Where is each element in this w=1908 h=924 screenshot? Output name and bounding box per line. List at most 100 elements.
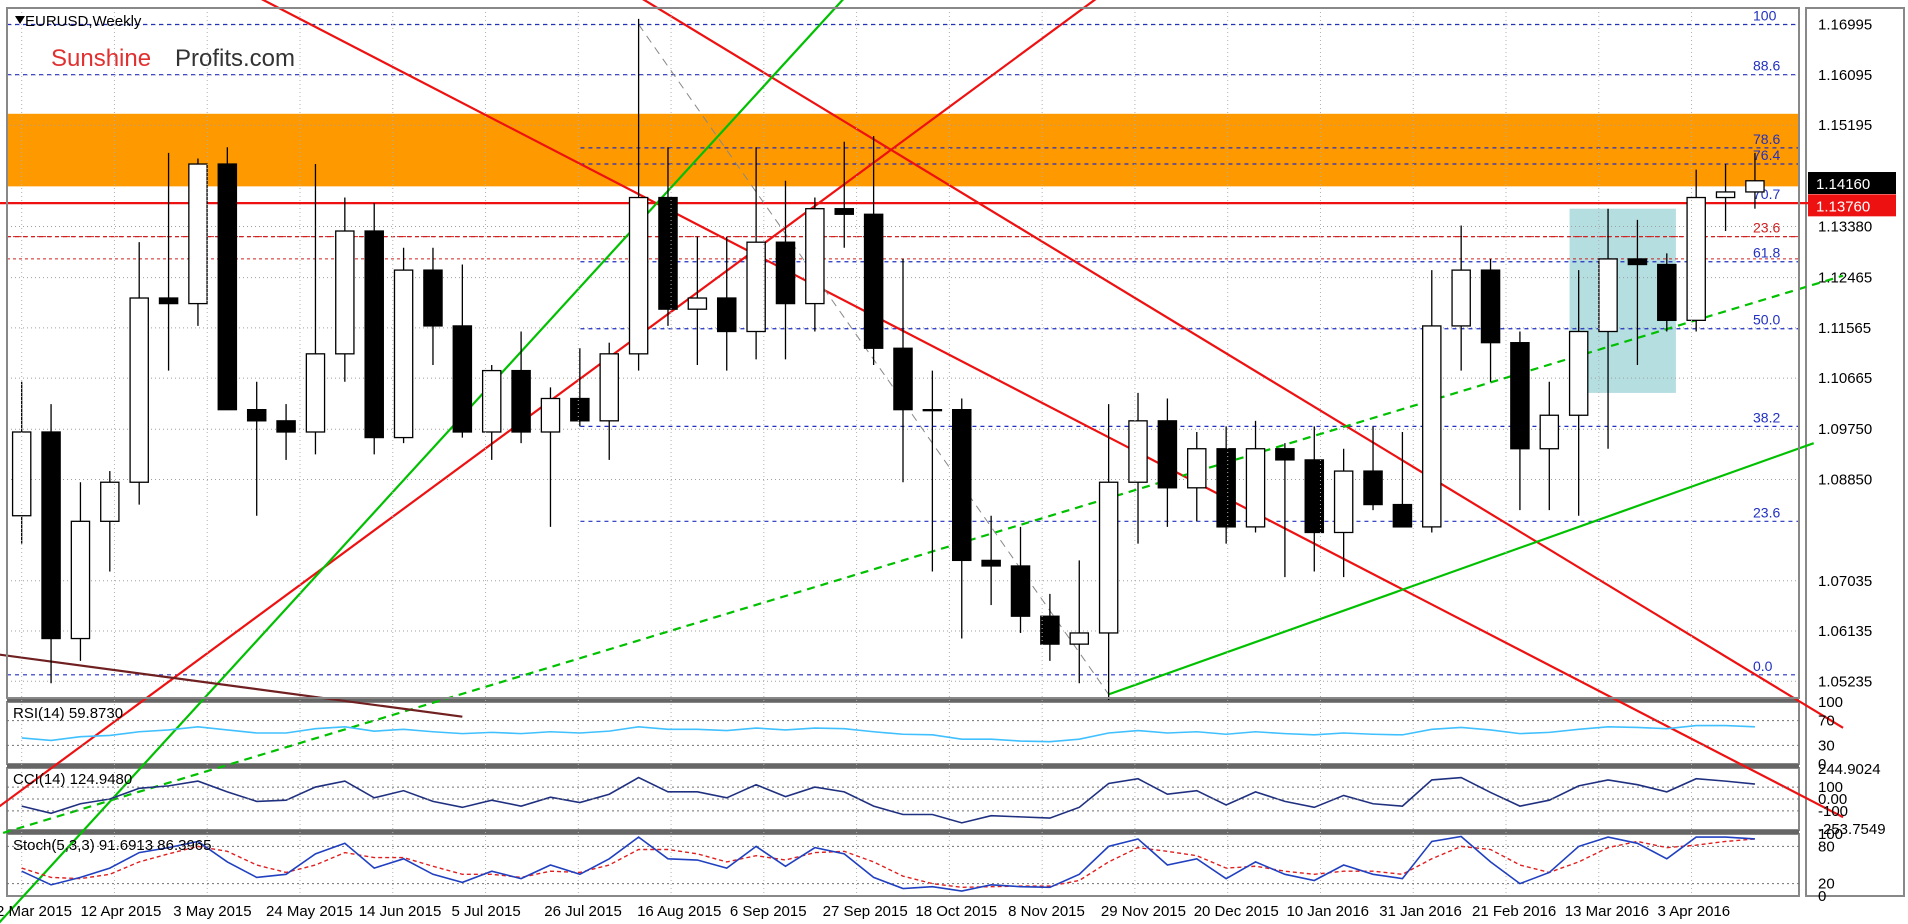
x-tick: 18 Oct 2015 bbox=[915, 903, 997, 920]
candle[interactable] bbox=[835, 209, 853, 215]
candle[interactable] bbox=[541, 398, 559, 431]
candle[interactable] bbox=[1158, 421, 1176, 488]
candle[interactable] bbox=[1687, 198, 1705, 321]
candle[interactable] bbox=[394, 270, 412, 437]
y-tick: 1.16995 bbox=[1818, 17, 1872, 34]
resistance-zone bbox=[7, 114, 1799, 187]
candle[interactable] bbox=[1628, 259, 1646, 265]
watermark-profits: Profits.com bbox=[175, 45, 295, 72]
x-tick: 3 May 2015 bbox=[173, 903, 251, 920]
candle[interactable] bbox=[1423, 326, 1441, 527]
candle[interactable] bbox=[336, 231, 354, 354]
candle[interactable] bbox=[1217, 449, 1235, 527]
fib-label: 100 bbox=[1753, 7, 1777, 23]
candle[interactable] bbox=[1129, 421, 1147, 482]
y-tick: 1.05235 bbox=[1818, 673, 1872, 690]
y-tick: 1.10665 bbox=[1818, 370, 1872, 387]
candle[interactable] bbox=[865, 214, 883, 348]
x-tick: 8 Nov 2015 bbox=[1008, 903, 1085, 920]
candle[interactable] bbox=[277, 421, 295, 432]
fib-label: 38.2 bbox=[1753, 409, 1780, 425]
candle[interactable] bbox=[718, 298, 736, 331]
candle[interactable] bbox=[365, 231, 383, 438]
x-tick: 6 Sep 2015 bbox=[730, 903, 807, 920]
candle[interactable] bbox=[453, 326, 471, 432]
candle[interactable] bbox=[1511, 343, 1529, 449]
cci-label: CCI(14) 124.9480 bbox=[13, 771, 132, 788]
x-tick: 16 Aug 2015 bbox=[637, 903, 721, 920]
candle[interactable] bbox=[101, 482, 119, 521]
candle[interactable] bbox=[1364, 471, 1382, 504]
cci-level: -100 bbox=[1818, 803, 1848, 820]
candle[interactable] bbox=[1246, 449, 1264, 527]
candle[interactable] bbox=[1335, 471, 1353, 532]
rsi-label: RSI(14) 59.8730 bbox=[13, 705, 123, 722]
candle[interactable] bbox=[159, 298, 177, 304]
x-tick: 27 Sep 2015 bbox=[823, 903, 908, 920]
watermark-sunshine: Sunshine bbox=[51, 45, 151, 72]
rsi-level: 100 bbox=[1818, 694, 1843, 711]
candle[interactable] bbox=[130, 298, 148, 482]
y-tick: 1.12465 bbox=[1818, 270, 1872, 287]
candle[interactable] bbox=[688, 298, 706, 309]
candle[interactable] bbox=[1570, 332, 1588, 416]
candle[interactable] bbox=[776, 242, 794, 303]
candle[interactable] bbox=[483, 371, 501, 432]
x-tick: 3 Apr 2016 bbox=[1658, 903, 1731, 920]
x-tick: 26 Jul 2015 bbox=[544, 903, 622, 920]
red-price-label: 1.13760 bbox=[1816, 198, 1870, 215]
candle[interactable] bbox=[1070, 633, 1088, 644]
candle[interactable] bbox=[1716, 192, 1734, 198]
current-price: 1.14160 bbox=[1816, 176, 1870, 193]
candle[interactable] bbox=[629, 198, 647, 354]
candle[interactable] bbox=[571, 398, 589, 420]
x-tick: 24 May 2015 bbox=[266, 903, 353, 920]
candle[interactable] bbox=[1540, 415, 1558, 448]
candle[interactable] bbox=[894, 348, 912, 409]
candle[interactable] bbox=[1100, 482, 1118, 633]
candle[interactable] bbox=[659, 198, 677, 310]
y-tick: 1.07035 bbox=[1818, 573, 1872, 590]
candle[interactable] bbox=[1452, 270, 1470, 326]
candle[interactable] bbox=[982, 560, 1000, 566]
symbol-label: EURUSD,Weekly bbox=[25, 13, 142, 30]
candle[interactable] bbox=[218, 164, 236, 410]
candle[interactable] bbox=[1188, 449, 1206, 488]
candle[interactable] bbox=[189, 164, 207, 304]
candle[interactable] bbox=[1041, 616, 1059, 644]
candle[interactable] bbox=[1276, 449, 1294, 460]
candle[interactable] bbox=[42, 432, 60, 639]
candle[interactable] bbox=[1481, 270, 1499, 343]
candle[interactable] bbox=[806, 209, 824, 304]
candle[interactable] bbox=[424, 270, 442, 326]
candle[interactable] bbox=[1393, 505, 1411, 527]
fib-label: 76.4 bbox=[1753, 147, 1780, 163]
fib-label: 50.0 bbox=[1753, 312, 1780, 328]
x-tick: 21 Feb 2016 bbox=[1472, 903, 1556, 920]
candle[interactable] bbox=[1599, 259, 1617, 332]
x-tick: 13 Mar 2016 bbox=[1565, 903, 1649, 920]
candle[interactable] bbox=[1746, 181, 1764, 192]
candle[interactable] bbox=[747, 242, 765, 331]
candle[interactable] bbox=[923, 410, 941, 411]
chart-svg[interactable]: 1.169951.160951.151951.133801.124651.115… bbox=[0, 0, 1908, 924]
x-tick: 20 Dec 2015 bbox=[1194, 903, 1279, 920]
candle[interactable] bbox=[306, 354, 324, 432]
candle[interactable] bbox=[248, 410, 266, 421]
fib-label: 0.0 bbox=[1753, 658, 1773, 674]
fib-label: 23.6 bbox=[1753, 220, 1780, 236]
chart-root: 1.169951.160951.151951.133801.124651.115… bbox=[0, 0, 1908, 924]
candle[interactable] bbox=[71, 521, 89, 638]
rsi-level: 30 bbox=[1818, 737, 1835, 754]
fib-label: 23.6 bbox=[1753, 504, 1780, 520]
candle[interactable] bbox=[1011, 566, 1029, 616]
y-tick: 1.15195 bbox=[1818, 117, 1872, 134]
fib-label: 61.8 bbox=[1753, 245, 1780, 261]
candle[interactable] bbox=[1658, 265, 1676, 321]
stoch-level: 0 bbox=[1818, 888, 1826, 905]
candle[interactable] bbox=[512, 371, 530, 432]
x-tick: 29 Nov 2015 bbox=[1101, 903, 1186, 920]
candle[interactable] bbox=[953, 410, 971, 561]
x-tick: 31 Jan 2016 bbox=[1379, 903, 1462, 920]
candle[interactable] bbox=[600, 354, 618, 421]
